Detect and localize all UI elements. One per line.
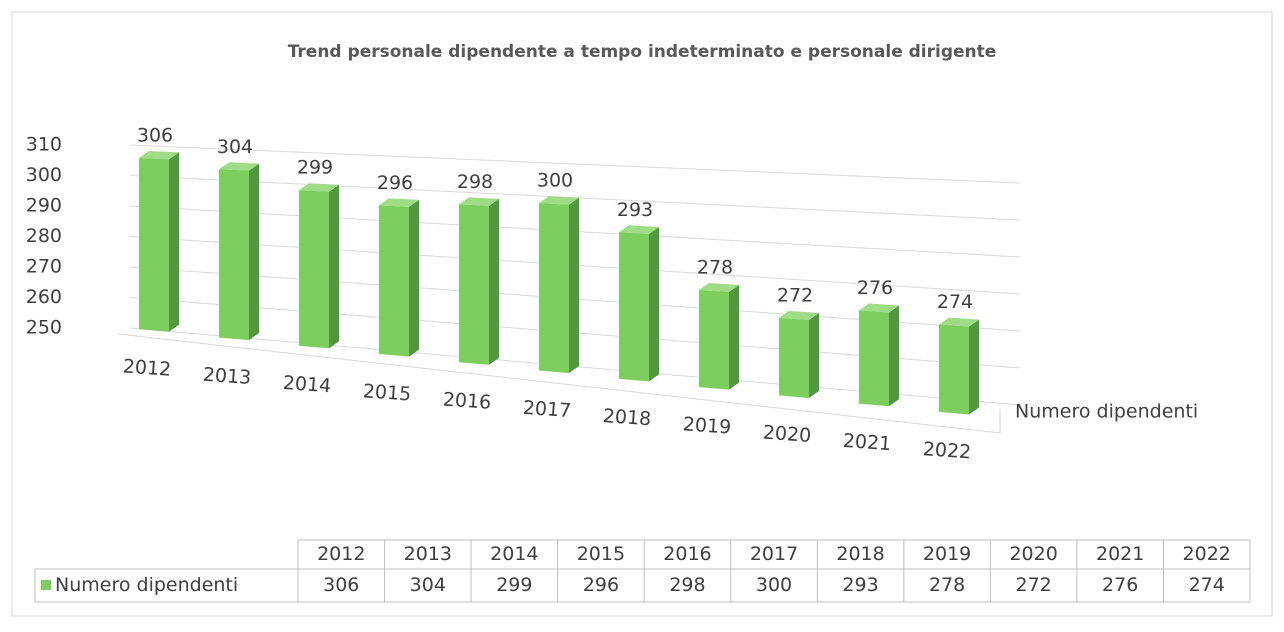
table-header: 2019 (923, 543, 971, 565)
table-value: 304 (410, 574, 446, 596)
table-value: 299 (496, 574, 532, 596)
data-label: 300 (537, 170, 573, 192)
data-label: 296 (377, 172, 413, 194)
y-tick-label: 310 (26, 134, 62, 156)
depth-axis-label: Numero dipendenti (1015, 401, 1198, 423)
table-value: 272 (1016, 574, 1052, 596)
bar-side (969, 319, 979, 415)
table-header: 2014 (490, 543, 538, 565)
table-header: 2020 (1009, 543, 1057, 565)
y-tick-label: 300 (26, 164, 62, 186)
bar (939, 324, 969, 415)
bar-top (779, 310, 819, 320)
table-value: 296 (583, 574, 619, 596)
floor-edge (117, 333, 1001, 434)
x-tick-label: 2014 (282, 372, 332, 397)
data-label: 278 (697, 257, 733, 279)
grid-line (129, 144, 1021, 184)
table-header: 2017 (750, 543, 798, 565)
bar-top (619, 225, 659, 234)
table-value: 306 (323, 574, 359, 596)
bar (219, 169, 249, 341)
data-label: 299 (297, 157, 333, 179)
bar-side (729, 285, 739, 390)
bar-side (649, 226, 659, 382)
table-header: 2015 (577, 543, 625, 565)
x-tick-label: 2022 (922, 438, 972, 463)
bar (539, 203, 569, 374)
bar-side (409, 199, 419, 357)
bar (459, 204, 489, 365)
y-tick-label: 250 (26, 317, 62, 339)
bar-top (939, 317, 979, 327)
bar-top (859, 303, 899, 313)
x-tick-label: 2012 (122, 355, 172, 380)
bar (379, 205, 409, 357)
table-series-name: Numero dipendenti (55, 574, 238, 596)
x-tick-label: 2013 (202, 364, 252, 389)
y-tick-label: 280 (26, 225, 62, 247)
table-header: 2016 (663, 543, 711, 565)
y-tick-label: 270 (26, 256, 62, 278)
legend-swatch (41, 580, 51, 590)
x-tick-label: 2020 (762, 422, 812, 447)
bar (139, 158, 169, 332)
table-value: 293 (842, 574, 878, 596)
bar-top (379, 198, 419, 207)
data-label: 272 (777, 284, 813, 306)
x-tick-label: 2015 (362, 380, 412, 405)
y-tick-label: 260 (26, 286, 62, 308)
table-header: 2021 (1096, 543, 1144, 565)
bar (299, 190, 329, 349)
bar-side (889, 305, 899, 407)
y-tick-label: 290 (26, 195, 62, 217)
table-value: 298 (669, 574, 705, 596)
x-tick-label: 2019 (682, 413, 732, 438)
table-header: 2022 (1183, 543, 1231, 565)
data-label: 298 (457, 171, 493, 193)
bar (699, 290, 729, 390)
table-value: 300 (756, 574, 792, 596)
bar-side (249, 163, 259, 341)
bar-side (169, 152, 179, 332)
table-value: 278 (929, 574, 965, 596)
bar-top (539, 196, 579, 205)
x-tick-label: 2018 (602, 405, 652, 430)
bar (859, 310, 889, 407)
table-value: 274 (1189, 574, 1225, 596)
data-label: 304 (217, 136, 253, 158)
bar-top (459, 197, 499, 206)
bar-side (569, 197, 579, 374)
bar-top (699, 283, 739, 293)
x-tick-label: 2021 (842, 430, 892, 455)
bar-top (219, 162, 259, 171)
x-tick-label: 2016 (442, 389, 492, 414)
bar-side (489, 198, 499, 365)
data-label: 276 (857, 277, 893, 299)
table-value: 276 (1102, 574, 1138, 596)
bar (779, 317, 809, 398)
bar-top (139, 151, 179, 160)
bar-side (809, 312, 819, 398)
table-header: 2012 (317, 543, 365, 565)
chart-title: Trend personale dipendente a tempo indet… (288, 42, 997, 62)
data-label: 293 (617, 199, 653, 221)
x-tick-label: 2017 (522, 397, 572, 422)
bar-top (299, 183, 339, 192)
bar (619, 232, 649, 382)
bar-side (329, 184, 339, 349)
data-label: 306 (137, 125, 173, 147)
table-header: 2013 (404, 543, 452, 565)
table-header: 2018 (836, 543, 884, 565)
data-label: 274 (937, 291, 973, 313)
